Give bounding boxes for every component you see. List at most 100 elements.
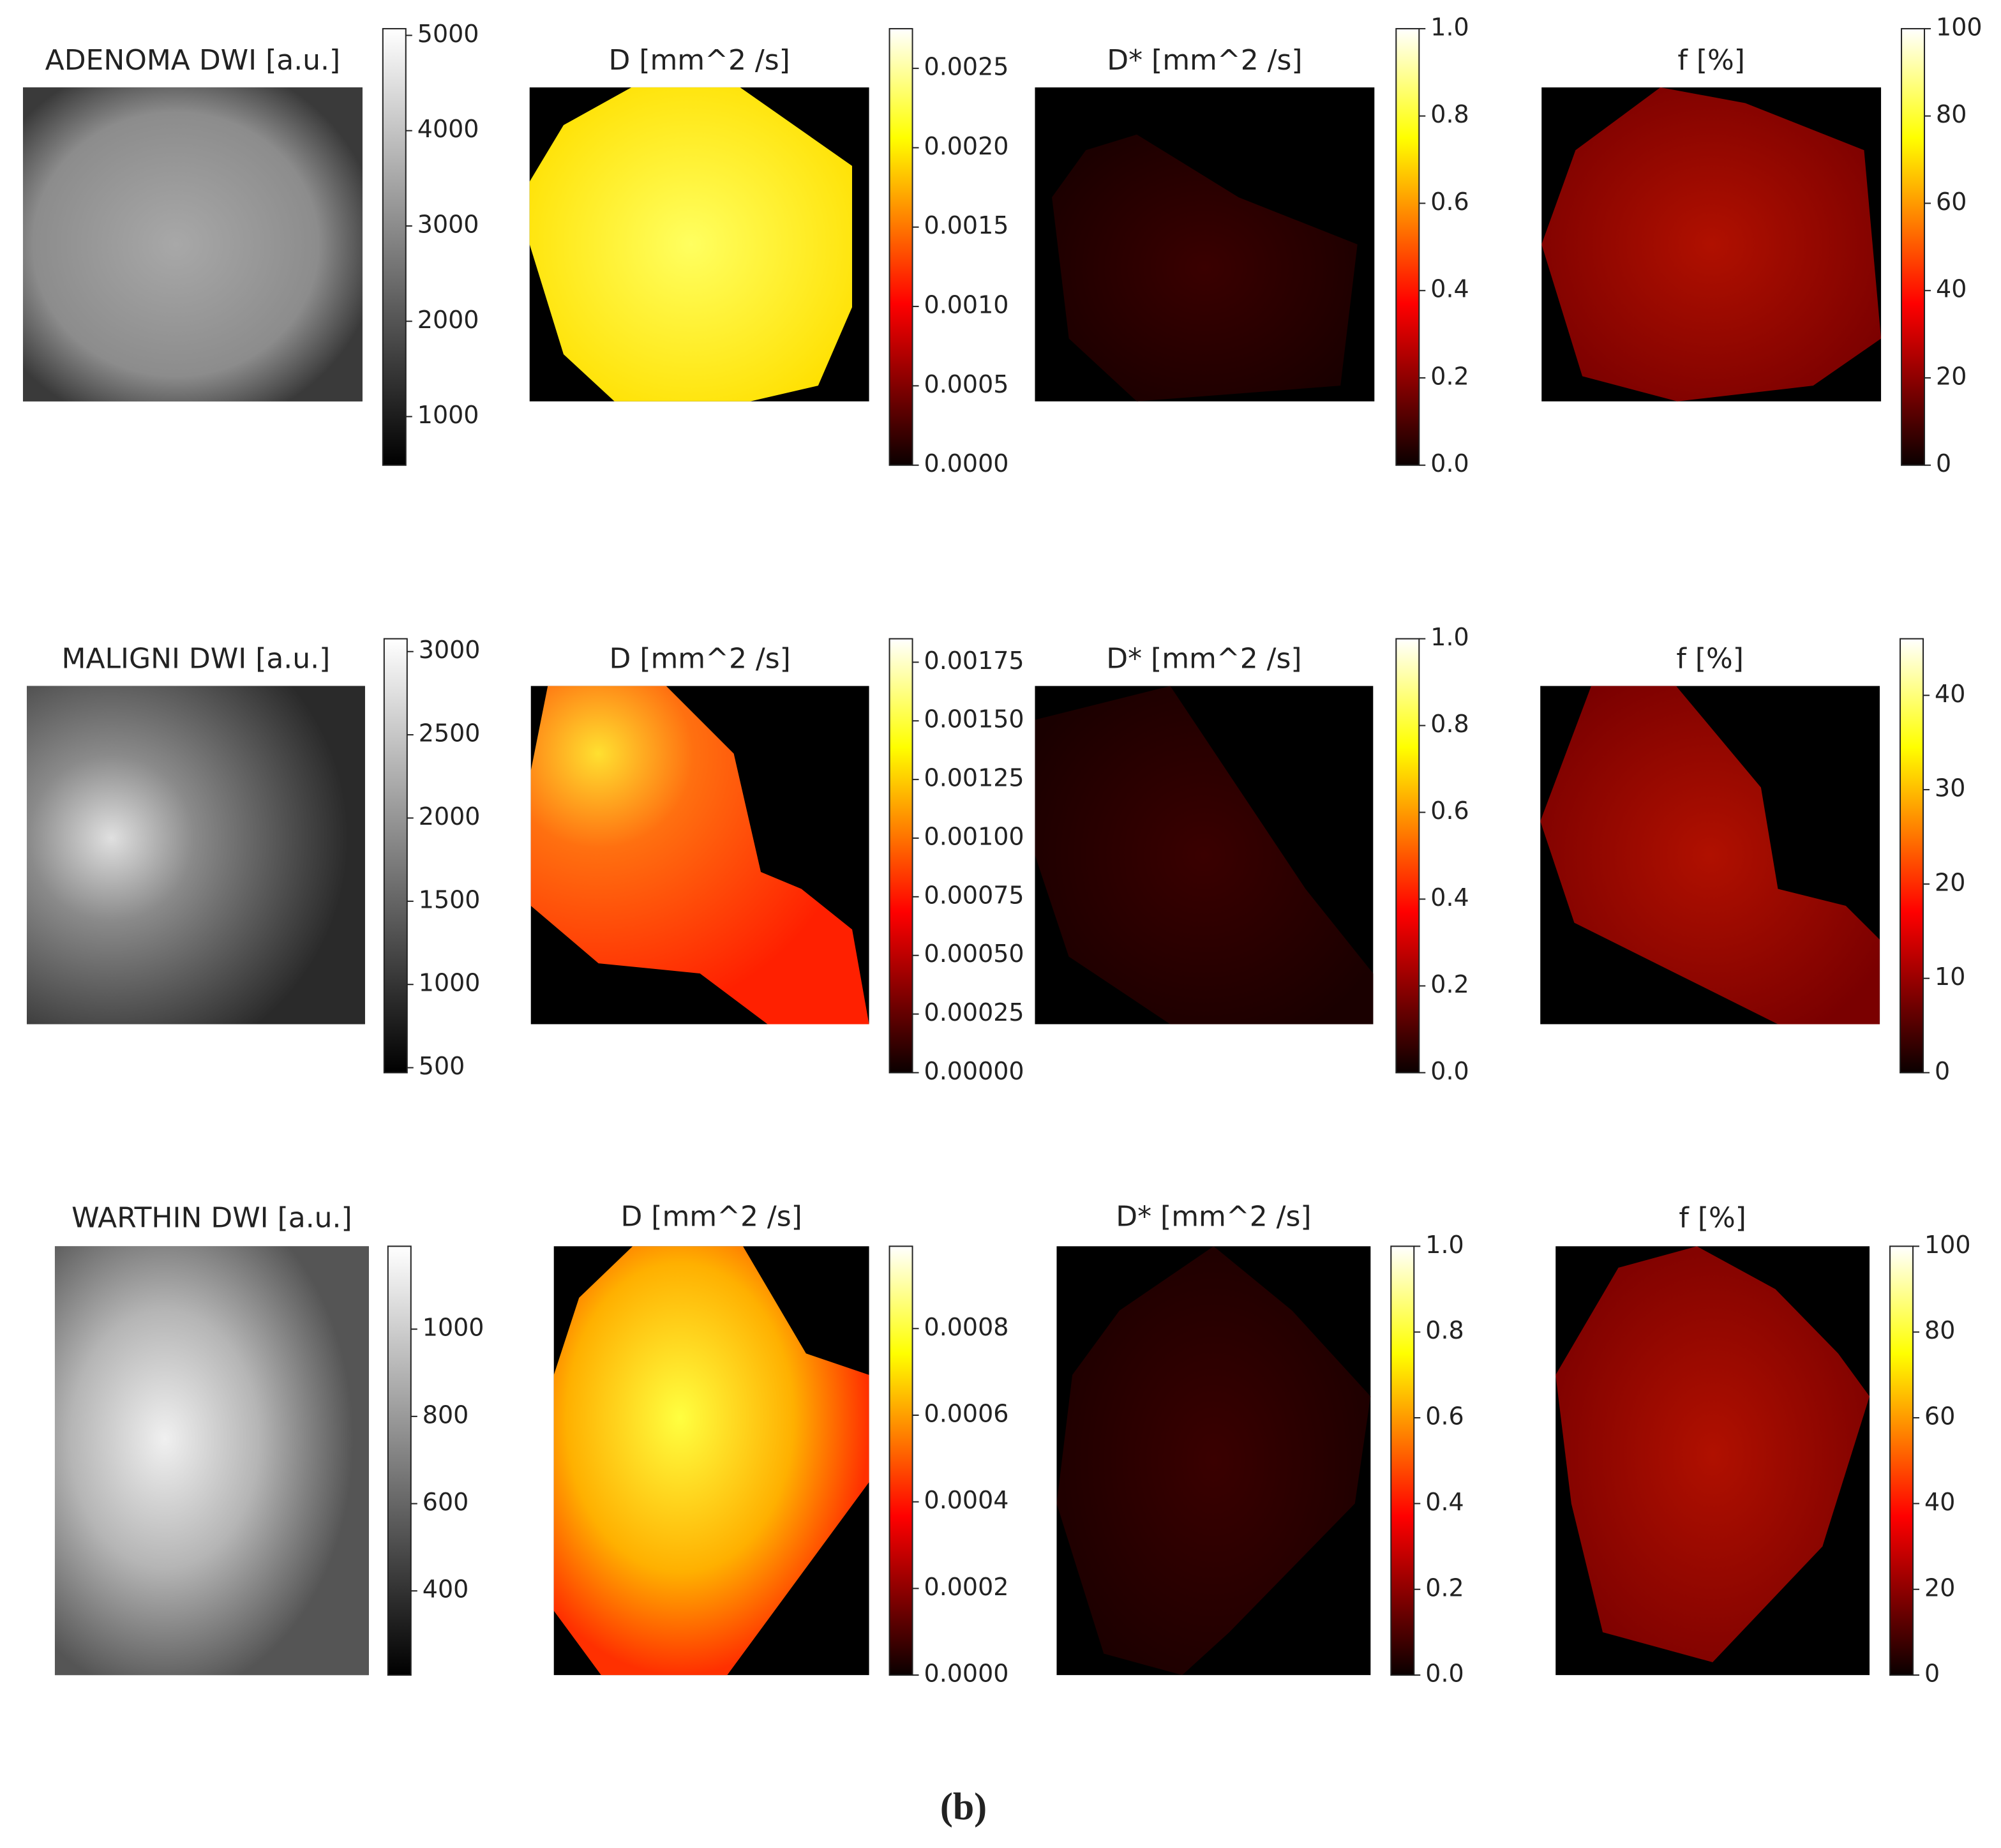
colorbar-tick-label: 1000 [423,1314,484,1342]
colorbar-tick-label: 0.4 [1430,883,1469,912]
colorbar-tick-label: 100 [1924,1231,1970,1259]
colorbar [888,1245,913,1676]
colorbar-tick-label: 10 [1935,963,1965,991]
colorbar-tick-label: 2000 [419,802,481,830]
colorbar [1889,1245,1914,1676]
colorbar-tick-label: 40 [1936,275,1967,303]
caption: (b) [940,1785,987,1828]
colorbar-tick-label: 60 [1924,1402,1955,1431]
colorbar-tick-label: 800 [423,1401,468,1429]
panel-title: ADENOMA DWI [a.u.] [45,44,341,77]
colorbar-tick-label: 2000 [417,306,479,334]
colorbar [888,27,913,466]
colorbar-tick-label: 1.0 [1430,623,1469,651]
colorbar [382,27,407,466]
colorbar-tick-label: 0.0006 [924,1399,1009,1427]
colorbar-tick-label: 1000 [419,969,481,997]
colorbar-tick-label: 3000 [419,636,481,664]
colorbar-tick-label: 60 [1936,188,1967,216]
colorbar-tick-label: 0 [1924,1660,1940,1688]
panel-title: D* [mm^2 /s] [1116,1200,1311,1233]
colorbar [1390,1245,1415,1676]
colorbar-tick-label: 30 [1935,774,1965,802]
panel-title: D [mm^2 /s] [608,44,790,77]
colorbar [387,1245,412,1676]
colorbar-tick-label: 5000 [417,20,479,48]
colorbar-tick-label: 0.0025 [924,53,1009,81]
image-region [22,87,363,402]
colorbar-tick-label: 0.00175 [924,647,1024,675]
panel-title: f [%] [1679,1201,1746,1234]
colorbar [1900,638,1924,1074]
image-region [1540,686,1880,1025]
colorbar-tick-label: 20 [1936,362,1967,390]
panel-title: f [%] [1677,44,1745,77]
colorbar [1901,27,1926,466]
image-region [1052,134,1358,402]
colorbar-tick-label: 0.8 [1425,1316,1464,1344]
colorbar-tick-label: 0.0 [1425,1660,1464,1688]
colorbar [1395,27,1420,466]
colorbar-tick-label: 0.00100 [924,822,1024,850]
image-region [1035,686,1374,1025]
image-region [529,87,852,402]
colorbar-tick-label: 0.6 [1430,188,1469,216]
colorbar-tick-label: 0.0002 [924,1573,1009,1601]
colorbar-tick-label: 2500 [419,719,481,747]
colorbar-tick-label: 600 [423,1488,468,1516]
panel-title: D [mm^2 /s] [620,1200,802,1233]
colorbar-tick-label: 500 [419,1052,465,1080]
colorbar-tick-label: 80 [1924,1316,1955,1344]
colorbar-tick-label: 40 [1935,680,1965,708]
colorbar-tick-label: 20 [1924,1574,1955,1602]
colorbar-tick-label: 0.0010 [924,291,1009,319]
colorbar-tick-label: 0.00075 [924,881,1024,909]
colorbar [1395,638,1420,1074]
colorbar-tick-label: 1.0 [1430,13,1469,41]
colorbar-tick-label: 1000 [417,401,479,429]
colorbar-tick-label: 0.4 [1430,275,1469,303]
colorbar-tick-label: 0.0 [1430,449,1469,477]
colorbar [888,638,913,1074]
colorbar-tick-label: 0.4 [1425,1488,1464,1516]
image-region [54,1246,369,1676]
colorbar-tick-label: 0.00125 [924,764,1024,792]
colorbar-tick-label: 400 [423,1575,468,1604]
colorbar-tick-label: 0.6 [1430,797,1469,825]
panel-title: f [%] [1676,643,1744,675]
colorbar-tick-label: 0.0 [1430,1057,1469,1085]
colorbar-tick-label: 0.2 [1430,362,1469,390]
colorbar-tick-label: 1500 [419,885,481,913]
colorbar-tick-label: 0.0004 [924,1486,1009,1514]
colorbar-tick-label: 0.00025 [924,998,1024,1026]
panel-title: WARTHIN DWI [a.u.] [71,1201,352,1234]
image-region [1541,87,1882,402]
colorbar-tick-label: 0.00050 [924,940,1024,968]
image-region [1555,1246,1870,1662]
colorbar-tick-label: 3000 [417,210,479,238]
colorbar-tick-label: 0.0015 [924,211,1009,239]
colorbar-tick-label: 0.2 [1430,970,1469,998]
panel-title: D [mm^2 /s] [609,643,790,675]
colorbar-tick-label: 100 [1936,13,1982,41]
colorbar-tick-label: 80 [1936,100,1967,128]
colorbar-tick-label: 0.8 [1430,100,1469,128]
colorbar-tick-label: 0 [1936,449,1951,477]
image-region [553,1246,869,1676]
colorbar-tick-label: 40 [1924,1488,1955,1516]
panel-title: D* [mm^2 /s] [1106,643,1301,675]
colorbar-tick-label: 0.00150 [924,705,1024,733]
image-region [530,686,869,1025]
colorbar [383,638,408,1074]
colorbar-tick-label: 0.0000 [924,449,1009,477]
panel-title: MALIGNI DWI [a.u.] [62,643,331,675]
colorbar-tick-label: 0.2 [1425,1574,1464,1602]
colorbar-tick-label: 0.0020 [924,132,1009,160]
image-region [26,686,365,1025]
colorbar-tick-label: 20 [1935,868,1965,896]
colorbar-tick-label: 0.0000 [924,1660,1009,1688]
colorbar-tick-label: 0 [1935,1057,1950,1085]
colorbar-tick-label: 4000 [417,115,479,143]
